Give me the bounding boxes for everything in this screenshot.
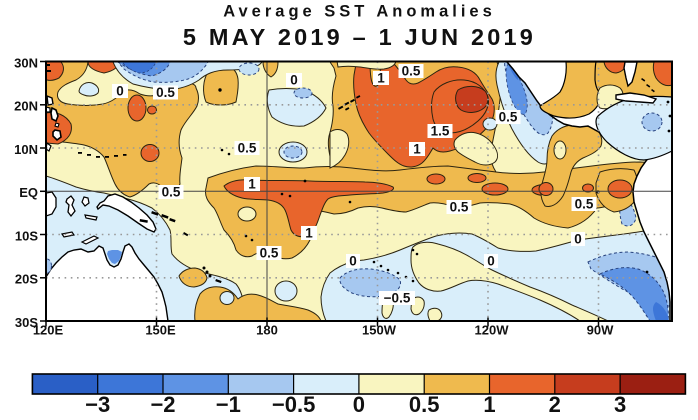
- svg-text:0.5: 0.5: [156, 85, 175, 100]
- svg-text:5 MAY 2019 – 1 JUN 2019: 5 MAY 2019 – 1 JUN 2019: [183, 24, 536, 50]
- svg-text:Average SST Anomalies: Average SST Anomalies: [223, 3, 496, 21]
- svg-text:1: 1: [305, 226, 313, 241]
- svg-text:180: 180: [256, 323, 278, 338]
- svg-text:30N: 30N: [14, 55, 38, 70]
- svg-text:3: 3: [614, 392, 626, 417]
- svg-text:0: 0: [353, 392, 365, 417]
- svg-text:120E: 120E: [33, 323, 64, 338]
- svg-text:0.5: 0.5: [499, 110, 518, 125]
- svg-text:1: 1: [248, 177, 256, 192]
- svg-text:EQ: EQ: [19, 185, 38, 200]
- svg-text:0.5: 0.5: [162, 185, 181, 200]
- svg-text:150E: 150E: [145, 323, 176, 338]
- svg-text:120W: 120W: [475, 323, 510, 338]
- svg-text:0: 0: [487, 254, 495, 269]
- svg-text:−0.5: −0.5: [272, 392, 315, 417]
- svg-text:10N: 10N: [14, 142, 38, 157]
- svg-text:−0.5: −0.5: [384, 291, 411, 306]
- svg-text:0.5: 0.5: [450, 200, 469, 215]
- svg-text:1: 1: [483, 392, 495, 417]
- svg-text:0: 0: [290, 73, 298, 88]
- svg-text:0.5: 0.5: [238, 141, 257, 156]
- svg-text:2: 2: [549, 392, 561, 417]
- svg-text:0.5: 0.5: [409, 392, 440, 417]
- svg-text:1: 1: [377, 71, 385, 86]
- svg-text:0.5: 0.5: [260, 246, 279, 261]
- svg-text:−1: −1: [216, 392, 241, 417]
- svg-text:−3: −3: [85, 392, 110, 417]
- svg-text:0: 0: [349, 254, 357, 269]
- svg-text:90W: 90W: [587, 323, 614, 338]
- svg-text:10S: 10S: [15, 228, 38, 243]
- svg-text:150W: 150W: [362, 323, 397, 338]
- svg-text:0.5: 0.5: [575, 197, 594, 212]
- svg-text:20S: 20S: [15, 272, 38, 287]
- svg-text:30S: 30S: [15, 315, 38, 330]
- svg-text:20N: 20N: [14, 99, 38, 114]
- svg-text:0: 0: [574, 232, 582, 247]
- svg-text:0.5: 0.5: [402, 64, 421, 79]
- svg-text:1: 1: [413, 142, 421, 157]
- svg-text:1.5: 1.5: [431, 124, 450, 139]
- svg-text:−2: −2: [150, 392, 175, 417]
- svg-text:0: 0: [116, 84, 124, 99]
